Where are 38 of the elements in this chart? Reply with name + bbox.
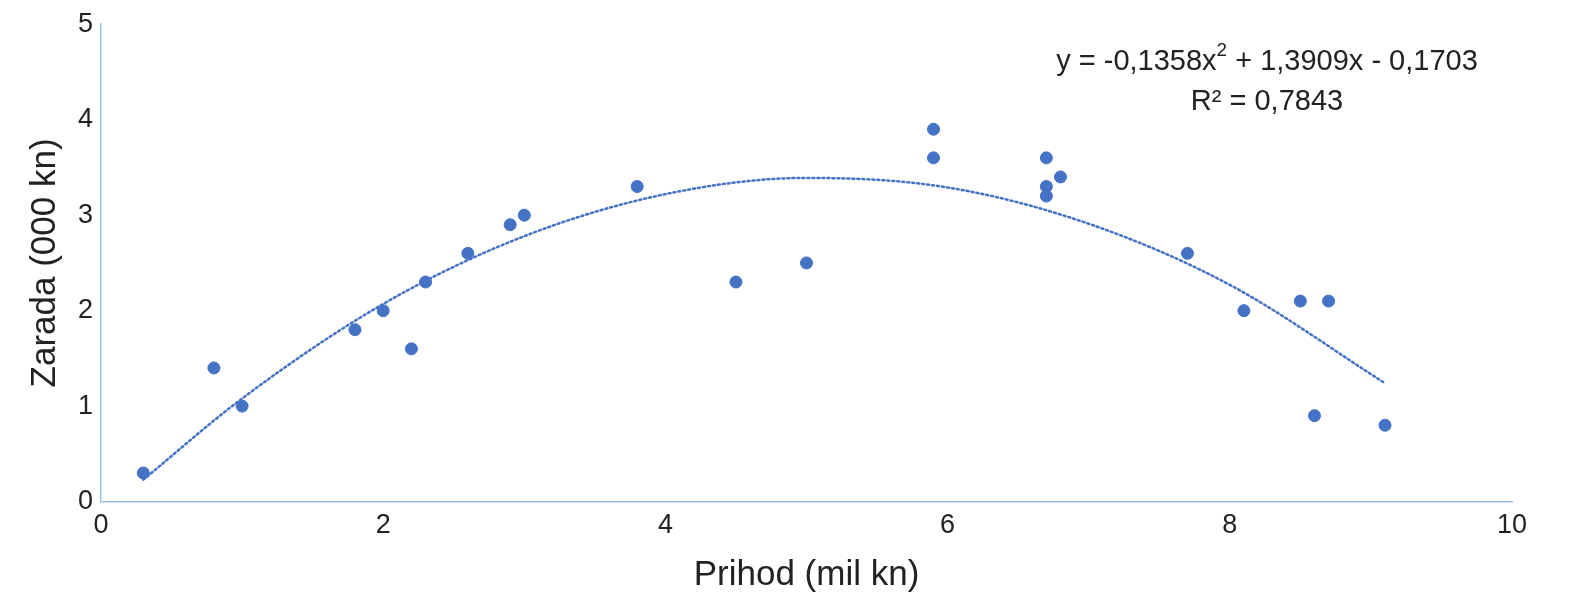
x-tick-label: 2	[375, 509, 391, 540]
point	[1307, 409, 1321, 423]
point	[1053, 170, 1067, 184]
y-tick-label: 0	[77, 485, 94, 516]
point	[419, 275, 433, 289]
y-tick-label: 3	[77, 198, 94, 229]
point	[800, 256, 814, 270]
y-axis-title: Zarada (000 kn)	[22, 138, 62, 388]
x-tick-label: 10	[1496, 509, 1528, 540]
point	[517, 208, 531, 222]
point	[1039, 151, 1053, 165]
point	[927, 122, 940, 136]
x-tick-label: 8	[1222, 509, 1238, 540]
point	[1237, 304, 1251, 318]
point	[1039, 189, 1053, 203]
point	[630, 180, 644, 194]
point	[1293, 294, 1307, 308]
x-tick-label: 6	[940, 509, 956, 540]
point	[461, 246, 475, 260]
point	[235, 399, 249, 413]
y-tick-label: 4	[77, 103, 94, 134]
point	[376, 304, 390, 318]
y-tick-label: 1	[77, 389, 94, 420]
annotation: R² = 0,7843	[1190, 84, 1344, 116]
point	[348, 323, 362, 337]
point	[404, 342, 418, 356]
y-tick-label: 5	[77, 7, 94, 38]
point	[136, 466, 150, 480]
point	[1322, 294, 1336, 308]
point	[927, 151, 940, 165]
x-axis-title: Prihod (mil kn)	[693, 552, 920, 592]
y-tick-label: 2	[77, 294, 94, 325]
point	[207, 361, 221, 375]
point	[729, 275, 743, 289]
point	[503, 218, 517, 232]
point	[1180, 246, 1194, 260]
point	[1378, 418, 1392, 432]
x-tick-label: 4	[657, 509, 673, 540]
